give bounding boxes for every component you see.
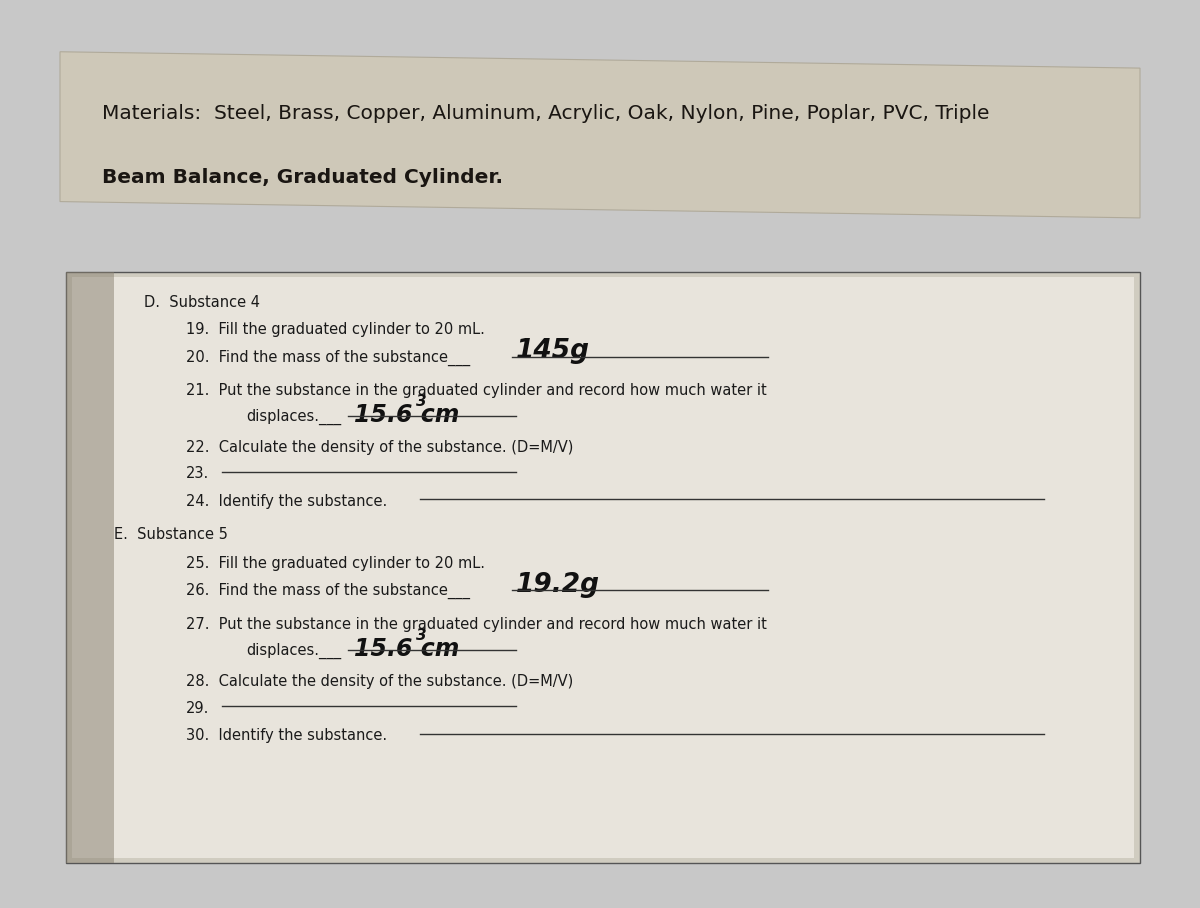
FancyBboxPatch shape bbox=[66, 272, 1140, 863]
Text: 19.  Fill the graduated cylinder to 20 mL.: 19. Fill the graduated cylinder to 20 mL… bbox=[186, 322, 485, 338]
Polygon shape bbox=[60, 52, 1140, 218]
Text: 26.  Find the mass of the substance___: 26. Find the mass of the substance___ bbox=[186, 583, 470, 599]
Text: 15.6 cm: 15.6 cm bbox=[354, 403, 460, 427]
Text: 19.2g: 19.2g bbox=[516, 572, 600, 598]
Text: 145g: 145g bbox=[516, 338, 590, 364]
Text: 3: 3 bbox=[416, 628, 427, 644]
Text: 22.  Calculate the density of the substance. (D=M/V): 22. Calculate the density of the substan… bbox=[186, 440, 574, 456]
Text: E.  Substance 5: E. Substance 5 bbox=[114, 527, 228, 542]
Text: 23.: 23. bbox=[186, 466, 209, 481]
Text: 25.  Fill the graduated cylinder to 20 mL.: 25. Fill the graduated cylinder to 20 mL… bbox=[186, 556, 485, 571]
Text: Beam Balance, Graduated Cylinder.: Beam Balance, Graduated Cylinder. bbox=[102, 168, 503, 187]
FancyBboxPatch shape bbox=[72, 277, 1134, 858]
Text: 27.  Put the substance in the graduated cylinder and record how much water it: 27. Put the substance in the graduated c… bbox=[186, 617, 767, 633]
Text: 3: 3 bbox=[416, 394, 427, 410]
Text: Materials:  Steel, Brass, Copper, Aluminum, Acrylic, Oak, Nylon, Pine, Poplar, P: Materials: Steel, Brass, Copper, Aluminu… bbox=[102, 104, 990, 123]
Text: 30.  Identify the substance.: 30. Identify the substance. bbox=[186, 728, 388, 744]
Text: 21.  Put the substance in the graduated cylinder and record how much water it: 21. Put the substance in the graduated c… bbox=[186, 383, 767, 399]
Text: 29.: 29. bbox=[186, 701, 209, 716]
Text: displaces.___: displaces.___ bbox=[246, 409, 341, 425]
Text: 24.  Identify the substance.: 24. Identify the substance. bbox=[186, 494, 388, 509]
Text: displaces.___: displaces.___ bbox=[246, 643, 341, 659]
Text: 28.  Calculate the density of the substance. (D=M/V): 28. Calculate the density of the substan… bbox=[186, 674, 574, 689]
FancyBboxPatch shape bbox=[66, 272, 114, 863]
Text: 15.6 cm: 15.6 cm bbox=[354, 637, 460, 661]
Text: D.  Substance 4: D. Substance 4 bbox=[144, 295, 260, 311]
Text: 20.  Find the mass of the substance___: 20. Find the mass of the substance___ bbox=[186, 350, 470, 366]
